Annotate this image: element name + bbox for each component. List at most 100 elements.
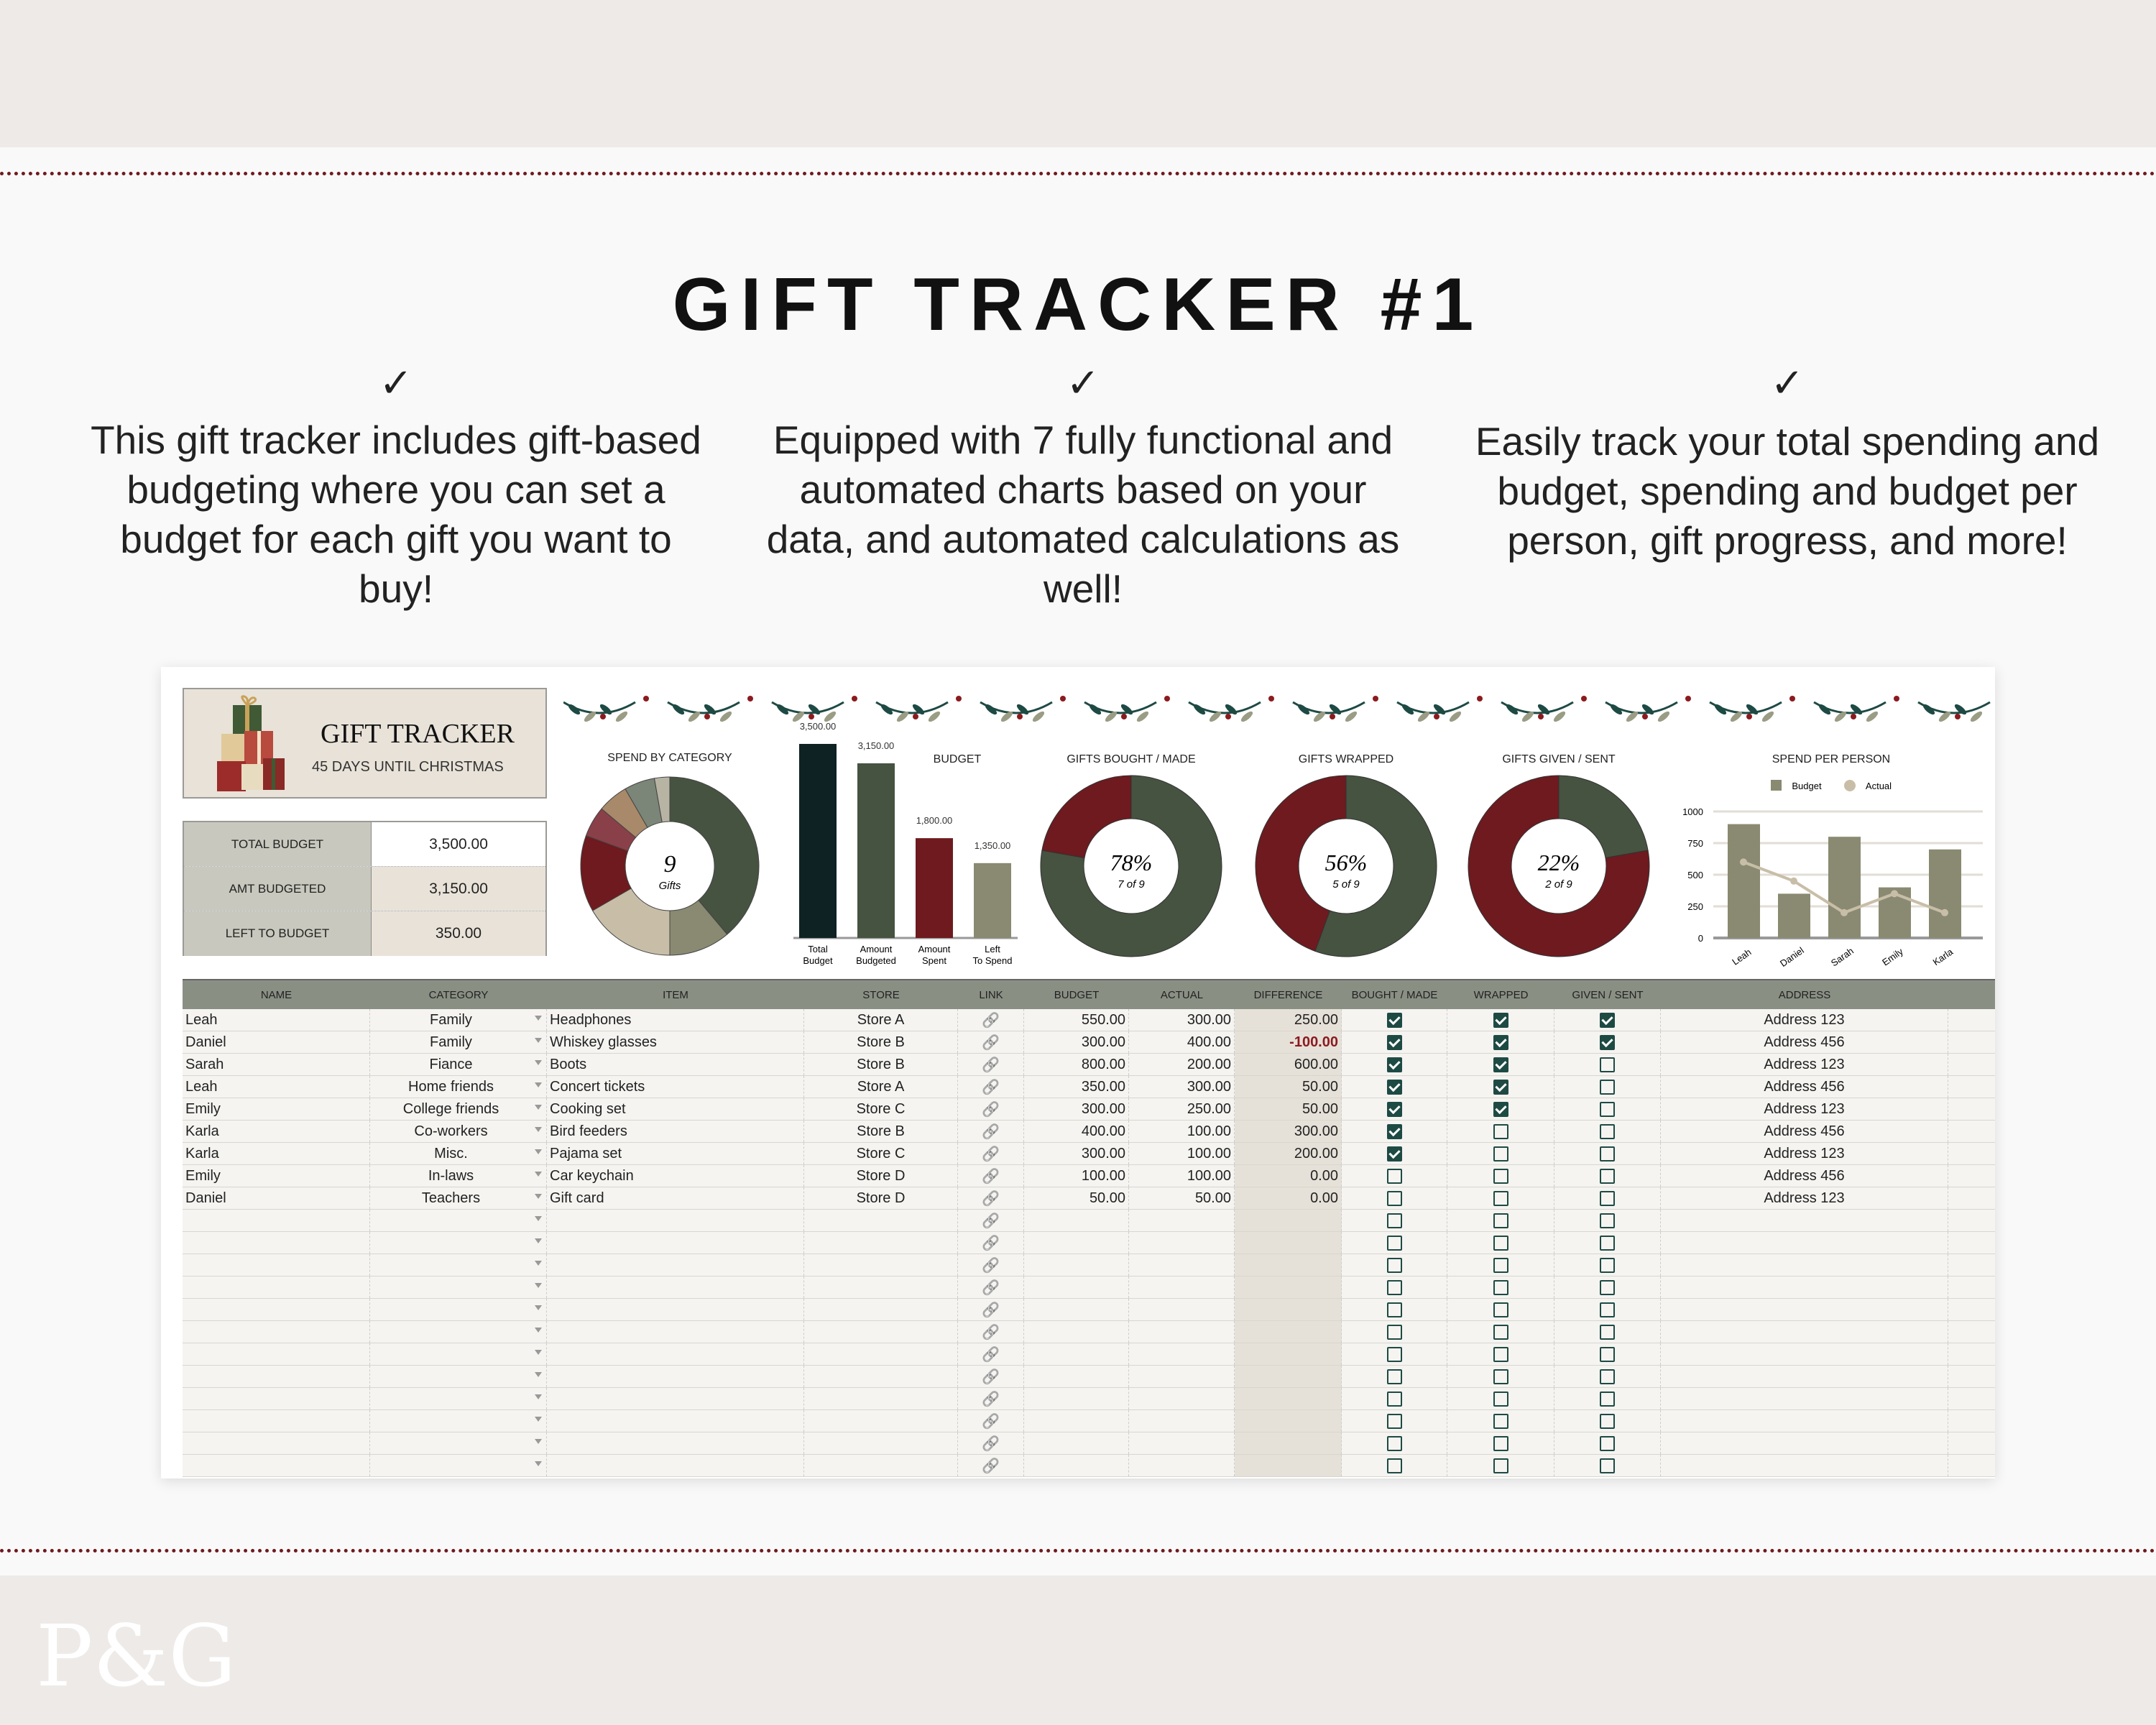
- bought-checkbox[interactable]: [1386, 1346, 1402, 1362]
- link-icon[interactable]: 🔗: [982, 1190, 1000, 1207]
- dropdown-arrow-icon[interactable]: [535, 1172, 542, 1177]
- given-checkbox-cell[interactable]: [1554, 1009, 1661, 1031]
- wrapped-checkbox[interactable]: [1493, 1079, 1508, 1095]
- address-cell[interactable]: Address 123: [1661, 1187, 1948, 1209]
- bought-checkbox[interactable]: [1386, 1302, 1402, 1317]
- wrapped-checkbox-cell[interactable]: [1447, 1388, 1554, 1409]
- address-cell[interactable]: [1661, 1366, 1948, 1387]
- link-cell[interactable]: 🔗: [958, 1410, 1024, 1432]
- difference-cell[interactable]: [1235, 1254, 1342, 1276]
- wrapped-checkbox-cell[interactable]: [1447, 1009, 1554, 1031]
- bought-checkbox-cell[interactable]: [1342, 1009, 1447, 1031]
- wrapped-checkbox-cell[interactable]: [1447, 1299, 1554, 1320]
- actual-cell[interactable]: 300.00: [1129, 1076, 1235, 1098]
- dropdown-arrow-icon[interactable]: [535, 1238, 542, 1243]
- wrapped-checkbox-cell[interactable]: [1447, 1076, 1554, 1098]
- bought-checkbox-cell[interactable]: [1342, 1343, 1447, 1365]
- address-cell[interactable]: [1661, 1254, 1948, 1276]
- link-cell[interactable]: 🔗: [958, 1143, 1024, 1164]
- actual-cell[interactable]: 200.00: [1129, 1054, 1235, 1075]
- bought-checkbox-cell[interactable]: [1342, 1210, 1447, 1231]
- category-cell[interactable]: [370, 1299, 547, 1320]
- budget-cell[interactable]: [1024, 1210, 1129, 1231]
- store-cell[interactable]: [804, 1321, 958, 1343]
- difference-cell[interactable]: [1235, 1388, 1342, 1409]
- item-cell[interactable]: [547, 1455, 804, 1476]
- category-cell[interactable]: [370, 1388, 547, 1409]
- given-checkbox-cell[interactable]: [1554, 1254, 1661, 1276]
- difference-cell[interactable]: 50.00: [1235, 1098, 1342, 1120]
- given-checkbox[interactable]: [1600, 1079, 1615, 1095]
- name-cell[interactable]: Leah: [183, 1009, 370, 1031]
- given-checkbox-cell[interactable]: [1554, 1432, 1661, 1454]
- item-cell[interactable]: [547, 1366, 804, 1387]
- address-cell[interactable]: [1661, 1410, 1948, 1432]
- category-cell[interactable]: College friends: [370, 1098, 547, 1120]
- store-cell[interactable]: [804, 1210, 958, 1231]
- bought-checkbox-cell[interactable]: [1342, 1121, 1447, 1142]
- given-checkbox[interactable]: [1600, 1346, 1615, 1362]
- address-cell[interactable]: [1661, 1388, 1948, 1409]
- given-checkbox-cell[interactable]: [1554, 1299, 1661, 1320]
- address-cell[interactable]: Address 456: [1661, 1121, 1948, 1142]
- bought-checkbox-cell[interactable]: [1342, 1276, 1447, 1298]
- difference-cell[interactable]: [1235, 1321, 1342, 1343]
- wrapped-checkbox[interactable]: [1493, 1146, 1508, 1162]
- link-cell[interactable]: 🔗: [958, 1321, 1024, 1343]
- given-checkbox-cell[interactable]: [1554, 1232, 1661, 1254]
- link-icon[interactable]: 🔗: [982, 1012, 1000, 1029]
- difference-cell[interactable]: [1235, 1410, 1342, 1432]
- bought-checkbox[interactable]: [1386, 1435, 1402, 1451]
- bought-checkbox[interactable]: [1386, 1213, 1402, 1228]
- name-cell[interactable]: [183, 1432, 370, 1454]
- link-icon[interactable]: 🔗: [982, 1079, 1000, 1095]
- wrapped-checkbox[interactable]: [1493, 1435, 1508, 1451]
- link-cell[interactable]: 🔗: [958, 1031, 1024, 1053]
- budget-cell[interactable]: 800.00: [1024, 1054, 1129, 1075]
- given-checkbox-cell[interactable]: [1554, 1276, 1661, 1298]
- bought-checkbox-cell[interactable]: [1342, 1143, 1447, 1164]
- given-checkbox[interactable]: [1600, 1257, 1615, 1273]
- actual-cell[interactable]: [1129, 1366, 1235, 1387]
- link-cell[interactable]: 🔗: [958, 1187, 1024, 1209]
- store-cell[interactable]: [804, 1343, 958, 1365]
- actual-cell[interactable]: [1129, 1254, 1235, 1276]
- name-cell[interactable]: [183, 1232, 370, 1254]
- item-cell[interactable]: [547, 1388, 804, 1409]
- item-cell[interactable]: Cooking set: [547, 1098, 804, 1120]
- bought-checkbox[interactable]: [1386, 1324, 1402, 1340]
- link-icon[interactable]: 🔗: [982, 1458, 1000, 1474]
- given-checkbox[interactable]: [1600, 1279, 1615, 1295]
- given-checkbox-cell[interactable]: [1554, 1143, 1661, 1164]
- given-checkbox[interactable]: [1600, 1435, 1615, 1451]
- wrapped-checkbox[interactable]: [1493, 1190, 1508, 1206]
- link-cell[interactable]: 🔗: [958, 1098, 1024, 1120]
- given-checkbox[interactable]: [1600, 1302, 1615, 1317]
- store-cell[interactable]: Store B: [804, 1054, 958, 1075]
- budget-cell[interactable]: 300.00: [1024, 1098, 1129, 1120]
- bought-checkbox[interactable]: [1386, 1101, 1402, 1117]
- wrapped-checkbox[interactable]: [1493, 1302, 1508, 1317]
- link-icon[interactable]: 🔗: [982, 1391, 1000, 1407]
- link-icon[interactable]: 🔗: [982, 1413, 1000, 1430]
- address-cell[interactable]: Address 123: [1661, 1143, 1948, 1164]
- link-icon[interactable]: 🔗: [982, 1057, 1000, 1073]
- link-icon[interactable]: 🔗: [982, 1302, 1000, 1318]
- dropdown-arrow-icon[interactable]: [535, 1350, 542, 1355]
- budget-cell[interactable]: [1024, 1343, 1129, 1365]
- column-header-address[interactable]: ADDRESS: [1778, 988, 1831, 1001]
- wrapped-checkbox-cell[interactable]: [1447, 1343, 1554, 1365]
- link-cell[interactable]: 🔗: [958, 1009, 1024, 1031]
- category-cell[interactable]: Teachers: [370, 1187, 547, 1209]
- wrapped-checkbox-cell[interactable]: [1447, 1254, 1554, 1276]
- given-checkbox-cell[interactable]: [1554, 1366, 1661, 1387]
- bought-checkbox-cell[interactable]: [1342, 1098, 1447, 1120]
- given-checkbox[interactable]: [1600, 1235, 1615, 1251]
- given-checkbox-cell[interactable]: [1554, 1054, 1661, 1075]
- store-cell[interactable]: Store B: [804, 1121, 958, 1142]
- link-cell[interactable]: 🔗: [958, 1210, 1024, 1231]
- category-cell[interactable]: Home friends: [370, 1076, 547, 1098]
- actual-cell[interactable]: 50.00: [1129, 1187, 1235, 1209]
- link-icon[interactable]: 🔗: [982, 1101, 1000, 1118]
- item-cell[interactable]: [547, 1232, 804, 1254]
